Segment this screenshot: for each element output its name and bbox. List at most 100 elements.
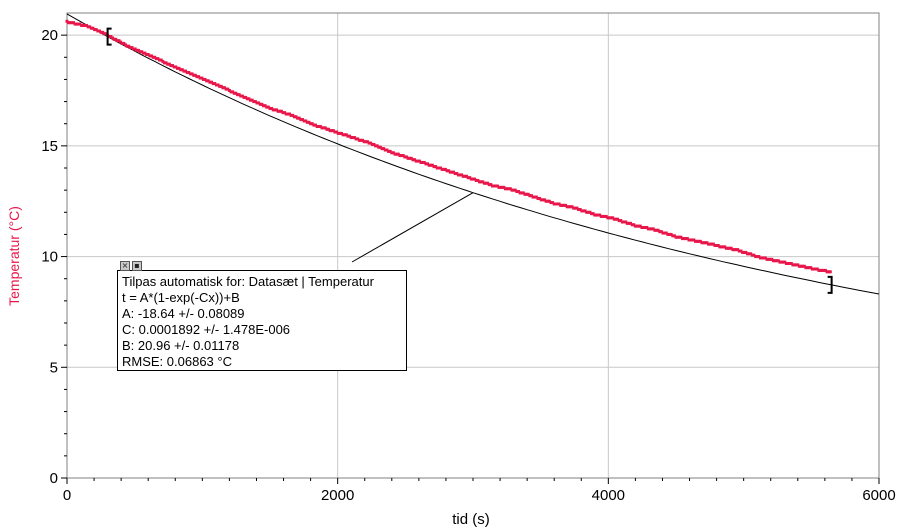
data-point	[752, 253, 756, 257]
data-point	[622, 220, 626, 224]
data-point	[419, 160, 423, 164]
data-point	[435, 166, 439, 170]
data-point	[723, 245, 727, 249]
data-point	[609, 216, 613, 220]
data-point	[145, 53, 149, 57]
data-point	[187, 71, 191, 75]
data-point	[778, 260, 782, 264]
data-point	[283, 111, 287, 115]
data-point	[541, 198, 545, 202]
data-point	[154, 57, 158, 61]
data-point	[533, 195, 537, 199]
data-point	[330, 129, 334, 133]
data-point	[773, 259, 777, 263]
data-point	[101, 30, 105, 34]
data-point	[305, 120, 309, 124]
data-point	[367, 141, 371, 145]
data-point	[814, 267, 818, 271]
data-point	[354, 137, 358, 141]
data-point	[754, 255, 758, 259]
data-point	[676, 235, 680, 239]
data-point	[458, 173, 462, 177]
data-point	[807, 266, 811, 270]
data-point	[760, 256, 764, 260]
data-point	[84, 23, 88, 27]
data-point	[695, 239, 699, 243]
data-point	[499, 185, 503, 189]
fit-range-end-bracket[interactable]	[827, 275, 833, 294]
data-point	[315, 124, 319, 128]
data-point	[578, 208, 582, 212]
data-point	[469, 177, 473, 181]
fit-rmse: RMSE: 0.06863 °C	[122, 354, 232, 369]
data-point	[656, 228, 660, 232]
curve-fit-annotation-box[interactable]: × ▪ Tilpas automatisk for: Datasæt | Tem…	[117, 261, 407, 371]
data-point	[564, 203, 568, 207]
y-tick-label: 10	[41, 249, 58, 266]
data-point	[153, 55, 157, 59]
plot-frame	[61, 12, 880, 484]
data-point	[380, 147, 384, 151]
data-point	[827, 270, 831, 274]
data-point	[185, 71, 189, 75]
data-point	[635, 224, 639, 228]
data-point	[744, 250, 748, 254]
data-point	[567, 205, 571, 209]
x-tick-label: 2000	[321, 487, 354, 504]
data-point	[801, 264, 805, 268]
data-point	[828, 270, 832, 274]
data-point	[387, 149, 391, 153]
data-point	[80, 23, 84, 27]
data-point	[706, 242, 710, 246]
data-point	[180, 68, 184, 72]
data-point	[663, 231, 667, 235]
data-point	[403, 155, 407, 159]
data-point	[141, 51, 145, 55]
data-point	[505, 187, 509, 191]
data-point	[250, 98, 254, 102]
data-point	[758, 256, 762, 260]
data-point	[817, 268, 821, 272]
data-point	[572, 206, 576, 210]
data-point	[158, 58, 162, 62]
data-point	[591, 212, 595, 216]
data-point	[611, 216, 615, 220]
data-point	[294, 115, 298, 119]
data-point	[83, 23, 87, 27]
data-point	[369, 141, 373, 145]
data-point	[292, 115, 296, 119]
data-point	[102, 32, 106, 36]
close-icon[interactable]: ×	[120, 261, 130, 271]
data-point	[559, 203, 563, 207]
data-point	[646, 227, 650, 231]
data-point	[551, 201, 555, 205]
data-point	[325, 127, 329, 131]
data-point	[565, 205, 569, 209]
data-point	[547, 199, 551, 203]
data-point	[643, 226, 647, 230]
minimize-icon[interactable]: ▪	[132, 261, 142, 271]
data-point	[461, 174, 465, 178]
data-point	[200, 76, 204, 80]
data-point	[211, 82, 215, 86]
data-point	[268, 106, 272, 110]
fit-range-brackets[interactable]	[106, 27, 833, 294]
data-point	[86, 25, 90, 29]
data-point	[417, 159, 421, 163]
fit-range-start-bracket[interactable]	[106, 27, 112, 46]
data-point	[471, 177, 475, 181]
data-point	[336, 131, 340, 135]
data-point	[372, 142, 376, 146]
data-point	[374, 144, 378, 148]
data-point	[253, 100, 257, 104]
data-point	[710, 242, 714, 246]
data-point	[466, 176, 470, 180]
data-point	[281, 111, 285, 115]
data-point	[310, 122, 314, 126]
data-point	[516, 190, 520, 194]
data-point	[396, 152, 400, 156]
data-point	[658, 230, 662, 234]
data-point	[429, 163, 433, 167]
data-point	[335, 130, 339, 134]
data-point	[682, 237, 686, 241]
